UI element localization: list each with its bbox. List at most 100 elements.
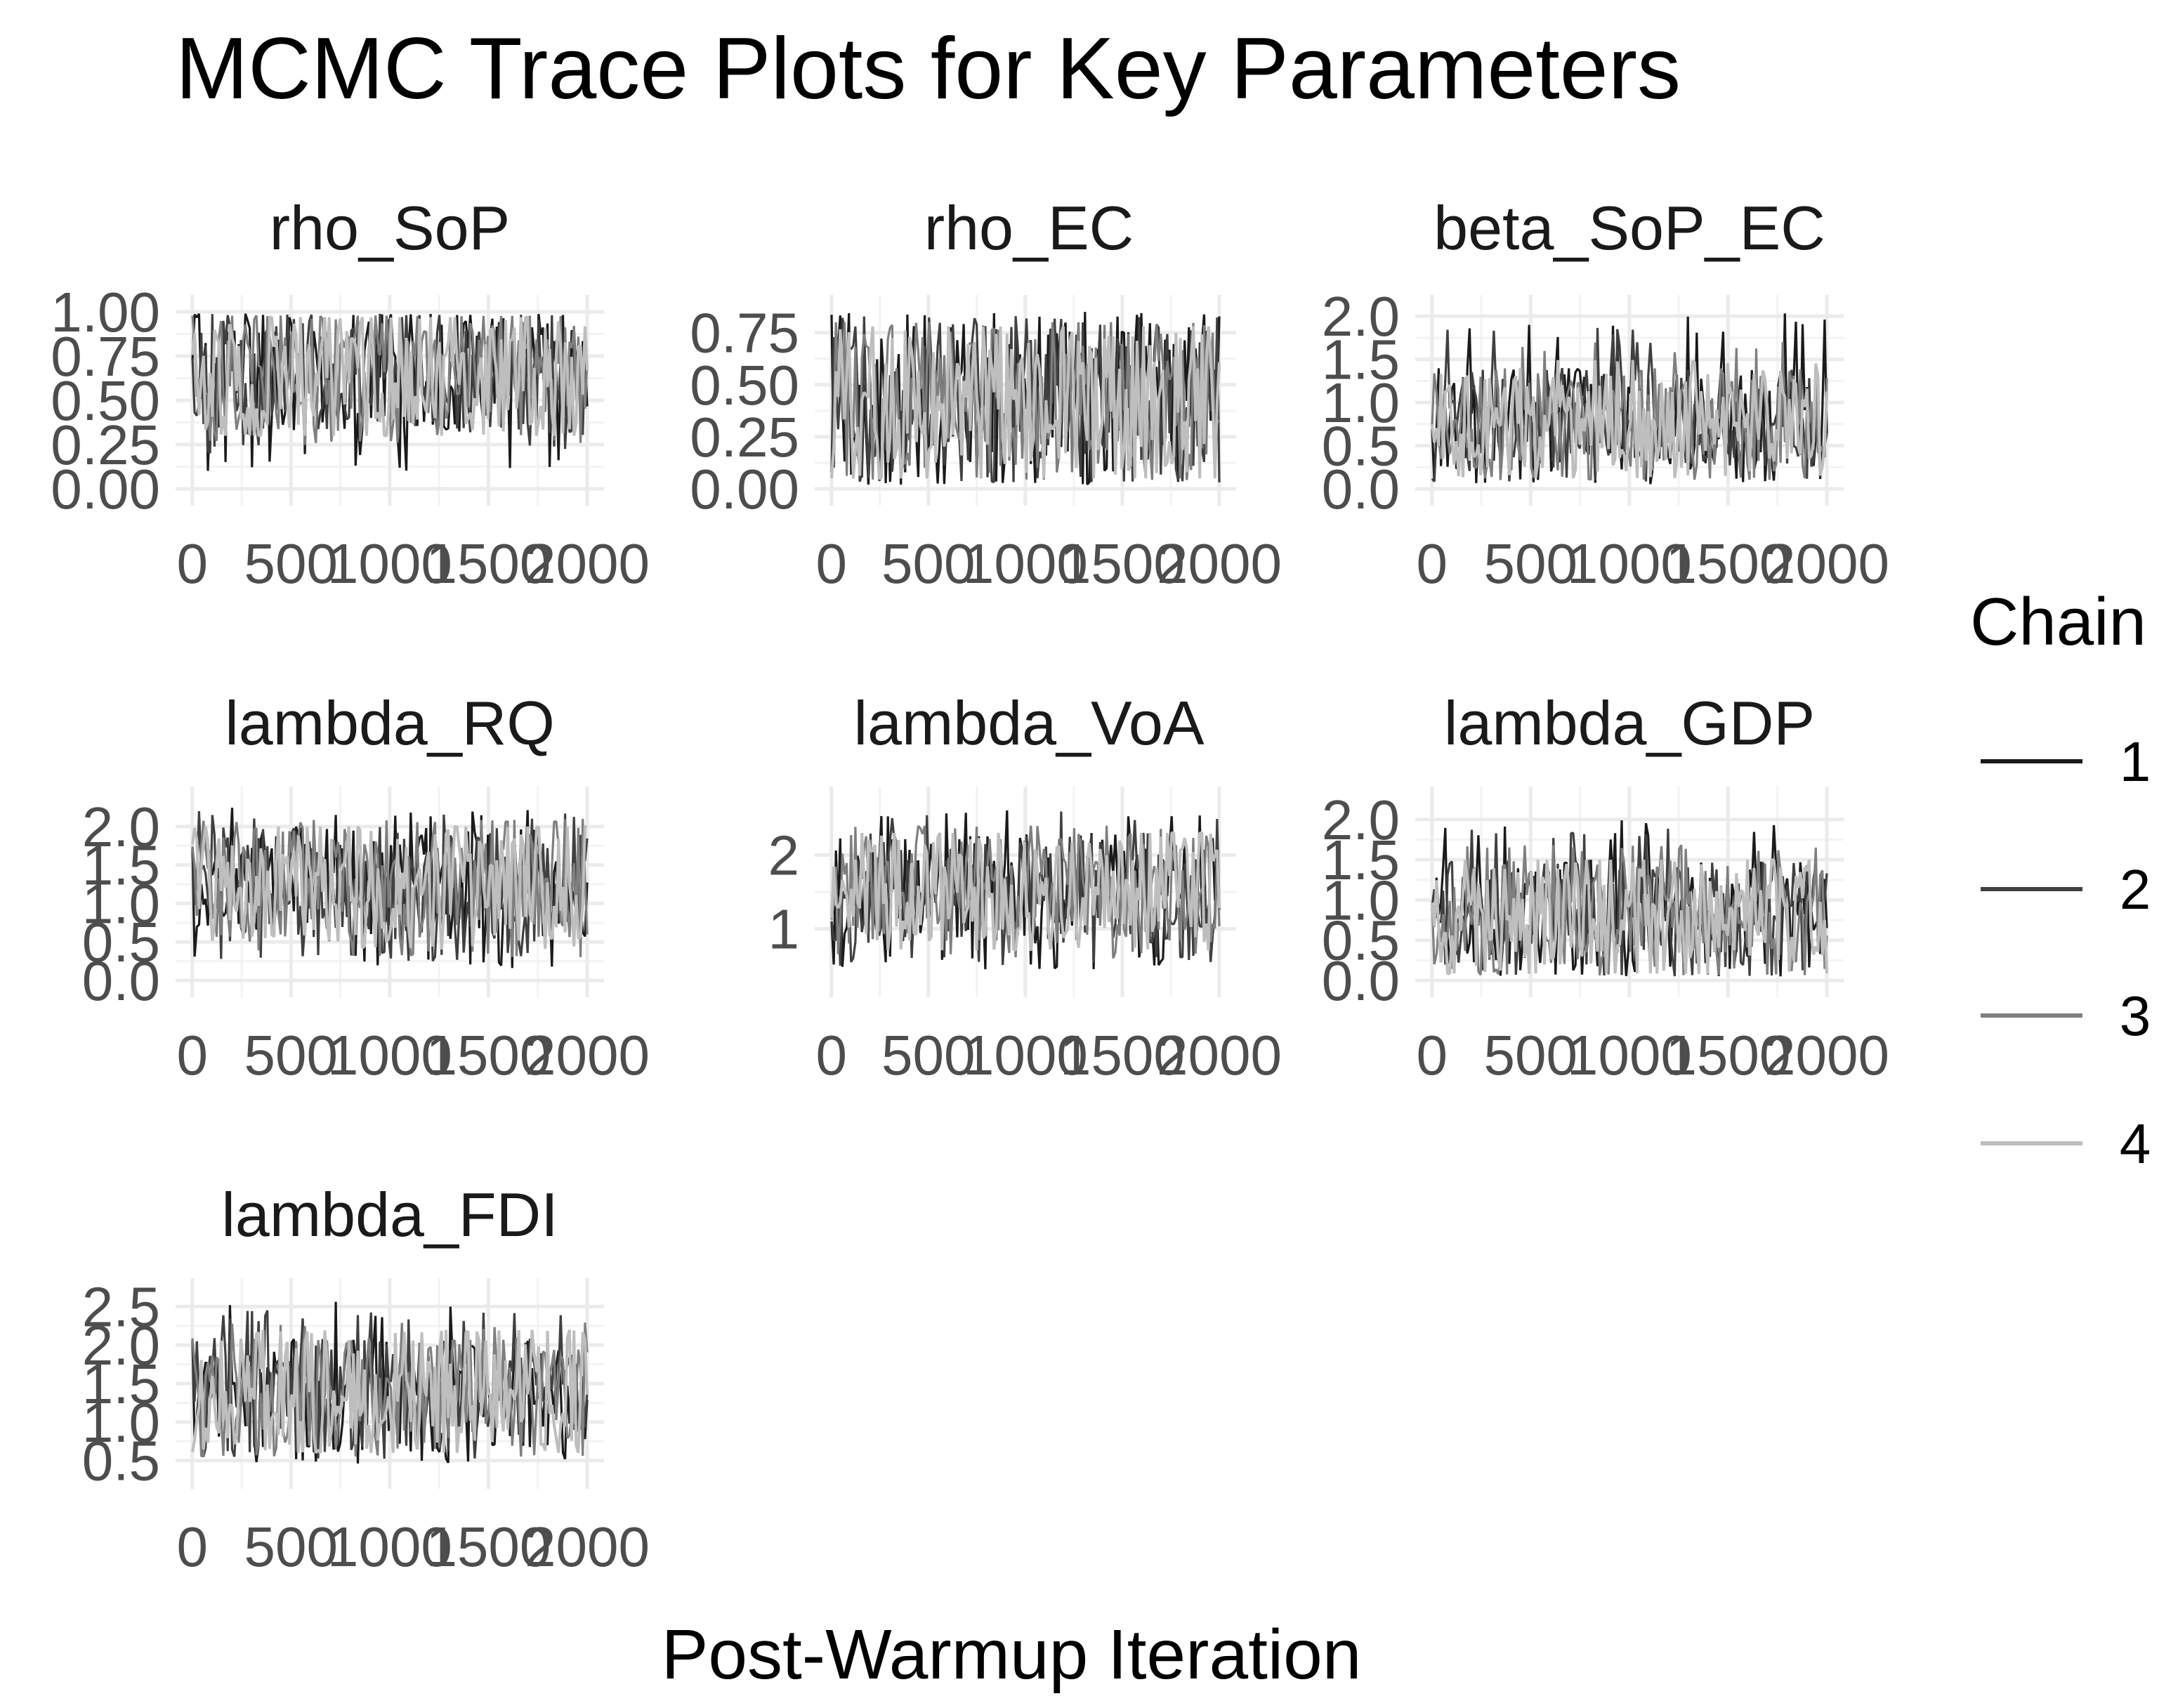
trace-line-chain-4 (830, 326, 1221, 480)
x-tick-label: 1500 (1060, 1024, 1185, 1086)
x-tick-label: 2000 (1157, 532, 1282, 595)
y-tick-label: 1.0 (1322, 372, 1400, 434)
y-tick-label: 0.5 (82, 911, 160, 973)
trace-line-chain-4 (191, 825, 588, 950)
y-tick-label: 1.5 (1322, 329, 1400, 391)
trace-line-chain-2 (191, 811, 589, 961)
x-tick-label: 500 (1484, 1024, 1577, 1086)
facet-title: lambda_VoA (853, 688, 1204, 758)
trace-line-chain-4 (830, 832, 1221, 952)
legend-label-chain-4: 4 (2120, 1112, 2151, 1175)
x-tick-label: 2000 (1764, 1024, 1889, 1086)
y-tick-label: 2.5 (82, 1275, 160, 1338)
x-tick-label: 0 (815, 532, 847, 595)
x-tick-label: 0 (1416, 532, 1448, 595)
y-tick-label: 1.00 (51, 281, 160, 343)
trace-line-chain-4 (191, 315, 589, 438)
facet-title: rho_EC (924, 193, 1134, 263)
x-tick-label: 1000 (1567, 532, 1692, 595)
y-tick-label: 0.50 (51, 369, 160, 432)
x-tick-label: 1500 (426, 1024, 551, 1086)
facet-panel-beta_SoP_EC: beta_SoP_EC 0.00.51.01.52.0 0 5001000150020… (1322, 193, 1889, 595)
x-tick-label: 0 (176, 1024, 208, 1086)
x-tick-label: 500 (244, 1024, 338, 1086)
x-tick-label: 2000 (1157, 1024, 1282, 1086)
x-tick-label: 1500 (1665, 1024, 1790, 1086)
legend-label-chain-3: 3 (2120, 985, 2151, 1047)
facet-title: lambda_FDI (221, 1180, 558, 1249)
y-tick-label: 2.0 (1322, 789, 1400, 851)
x-axis-label: Post-Warmup Iteration (662, 1615, 1362, 1694)
y-tick-label: 0.5 (1322, 415, 1400, 478)
y-tick-label: 1.5 (82, 834, 160, 897)
x-tick-label: 2000 (525, 532, 650, 595)
y-tick-label: 0.0 (1322, 950, 1400, 1012)
y-tick-label: 0.0 (82, 950, 160, 1012)
x-tick-label: 1000 (327, 1516, 452, 1578)
x-tick-label: 500 (244, 532, 338, 595)
y-tick-label: 2 (768, 825, 800, 887)
y-tick-label: 1 (768, 898, 800, 961)
y-tick-label: 0.25 (690, 406, 799, 468)
y-tick-label: 0.0 (1322, 458, 1400, 520)
x-tick-label: 2000 (525, 1516, 650, 1578)
y-tick-label: 1.5 (82, 1353, 160, 1415)
y-tick-label: 0.75 (690, 302, 799, 364)
facet-panel-lambda_FDI: lambda_FDI 0.51.01.52.02.5 0 50010001500200… (82, 1180, 650, 1578)
x-tick-label: 1000 (327, 1024, 452, 1086)
x-tick-label: 500 (881, 532, 975, 595)
x-tick-label: 1500 (426, 1516, 551, 1578)
y-tick-label: 1.0 (82, 1391, 160, 1454)
x-tick-label: 0 (1416, 1024, 1448, 1086)
y-tick-label: 2.0 (82, 1314, 160, 1377)
x-tick-label: 1500 (426, 532, 551, 595)
x-tick-label: 1500 (1060, 532, 1185, 595)
facet-title: lambda_RQ (225, 688, 555, 758)
y-tick-label: 0.00 (51, 458, 160, 520)
x-tick-label: 1000 (963, 532, 1088, 595)
y-tick-label: 0.5 (82, 1430, 160, 1492)
y-tick-label: 0.50 (690, 354, 799, 416)
legend-label-chain-1: 1 (2120, 730, 2151, 793)
legend-label-chain-2: 2 (2120, 858, 2151, 921)
trace-line-chain-4 (1431, 858, 1828, 975)
chain-legend: Chain 1 2 3 4 (1970, 584, 2151, 1175)
facet-title: rho_SoP (270, 193, 510, 263)
x-tick-label: 2000 (1764, 532, 1889, 595)
x-tick-label: 500 (244, 1516, 338, 1578)
y-tick-label: 2.0 (82, 796, 160, 858)
x-tick-label: 500 (1484, 532, 1577, 595)
facet-title: lambda_GDP (1444, 688, 1815, 758)
y-tick-label: 0.5 (1322, 909, 1400, 972)
y-tick-label: 0.75 (51, 325, 160, 388)
x-tick-label: 2000 (525, 1024, 650, 1086)
facet-title: beta_SoP_EC (1434, 193, 1825, 263)
x-tick-label: 500 (881, 1024, 975, 1086)
y-tick-label: 0.25 (51, 414, 160, 476)
trace-line-chain-4 (191, 1329, 589, 1454)
x-tick-label: 0 (815, 1024, 847, 1086)
x-tick-label: 1000 (327, 532, 452, 595)
trace-line-chain-3 (1431, 342, 1828, 481)
y-tick-label: 2.0 (1322, 285, 1400, 348)
y-tick-label: 1.5 (1322, 829, 1400, 891)
facet-panel-lambda_GDP: lambda_GDP 0.00.51.01.52.0 0 50010001500200… (1322, 688, 1889, 1086)
x-tick-label: 0 (176, 532, 208, 595)
x-tick-label: 1500 (1665, 532, 1790, 595)
chart-title: MCMC Trace Plots for Key Parameters (176, 20, 1681, 117)
x-tick-label: 1000 (1567, 1024, 1692, 1086)
y-tick-label: 1.0 (1322, 869, 1400, 931)
trace-line-chain-3 (191, 1322, 589, 1457)
legend-title: Chain (1970, 584, 2146, 659)
x-tick-label: 1000 (963, 1024, 1088, 1086)
x-tick-label: 0 (176, 1516, 208, 1578)
facet-panel-rho_SoP: rho_SoP 0.000.250.500.751.00 0 500100015002… (51, 193, 650, 595)
trace-line-chain-4 (1431, 360, 1828, 479)
trace-line-chain-3 (1431, 844, 1828, 976)
y-tick-label: 0.00 (690, 458, 799, 520)
